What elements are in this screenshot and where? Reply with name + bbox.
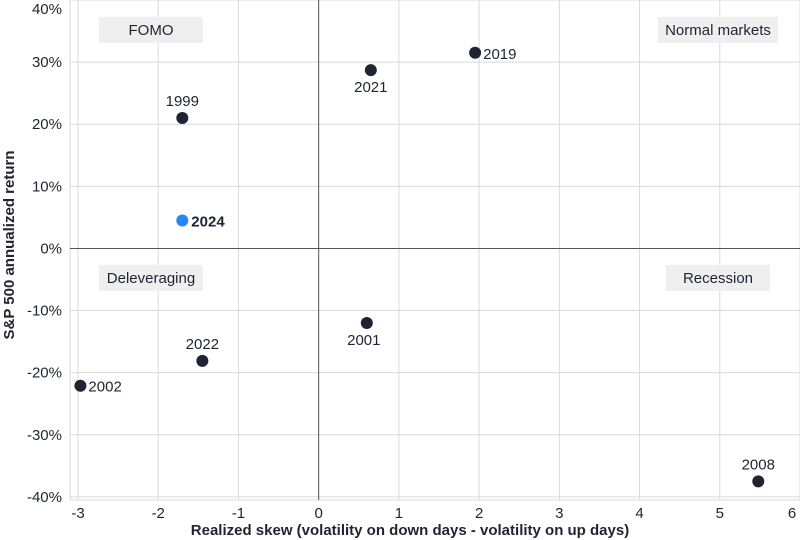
point-marker-2021 [364,64,377,77]
quadrant-label-text: Normal markets [665,22,771,39]
point-marker-2001 [360,316,373,329]
y-tick-label: 20% [32,116,62,133]
point-1999: 1999 [166,93,199,125]
y-tick-label: -20% [27,365,62,382]
x-axis-title: Realized skew (volatility on down days -… [191,522,629,539]
grid [69,0,800,501]
point-label-2024: 2024 [191,213,225,230]
point-marker-2019 [469,46,482,59]
x-tick-label: 3 [555,505,563,522]
x-tick-label: 1 [395,505,403,522]
point-label-2021: 2021 [354,79,387,96]
x-tick-label: -2 [152,505,165,522]
point-marker-2008 [752,475,765,488]
x-tick-label: -1 [232,505,245,522]
point-label-2002: 2002 [88,379,121,396]
y-tick-label: 10% [32,178,62,195]
x-tick-label: 6 [788,505,796,522]
point-label-1999: 1999 [166,93,199,110]
y-tick-label: 0% [40,240,62,257]
point-label-2019: 2019 [483,46,516,63]
y-axis-title: S&P 500 annualized return [1,151,18,340]
point-2021: 2021 [354,64,388,96]
quadrant-label-text: Deleveraging [107,270,195,287]
point-2024: 2024 [176,213,225,230]
point-2019: 2019 [469,46,516,63]
x-tick-label: 4 [635,505,643,522]
point-label-2001: 2001 [347,332,380,349]
point-marker-2024 [176,214,189,227]
point-2008: 2008 [742,456,775,488]
quadrant-label-deleveraging: Deleveraging [99,265,203,291]
y-tick-label: 30% [32,54,62,71]
quadrant-labels: FOMO Normal markets Deleveraging Recession [99,17,778,291]
quadrant-label-box [99,265,203,291]
tick-labels: -3 -2 -1 0 1 2 3 4 5 6 40% 30% 20% 10% 0% -10% -20% -30% -… [27,1,796,522]
data-points: 1999 2024 2021 2019 2001 2022 2002 2008 [74,46,775,488]
y-tick-label: 40% [32,1,62,18]
x-tick-label: 0 [315,505,323,522]
point-marker-1999 [176,112,189,125]
quadrant-label-recession: Recession [666,265,770,291]
y-tick-label: -30% [27,427,62,444]
point-marker-2002 [74,379,87,392]
x-tick-label: -3 [71,505,84,522]
quadrant-label-box [99,17,203,43]
quadrant-label-text: Recession [683,270,753,287]
point-2001: 2001 [347,316,381,349]
x-tick-label: 2 [475,505,483,522]
zero-axes [70,0,800,500]
quadrant-label-box [658,17,778,43]
quadrant-label-normal-markets: Normal markets [658,17,778,43]
quadrant-label-fomo: FOMO [99,17,203,43]
x-tick-label: 5 [716,505,724,522]
quadrant-label-text: FOMO [129,22,174,39]
quadrant-label-box [666,265,770,291]
point-2022: 2022 [186,336,219,367]
y-tick-label: -40% [27,489,62,506]
y-tick-label: -10% [27,303,62,320]
point-marker-2022 [196,354,209,367]
point-2002: 2002 [74,379,122,396]
point-label-2022: 2022 [186,336,219,353]
point-label-2008: 2008 [742,456,775,473]
